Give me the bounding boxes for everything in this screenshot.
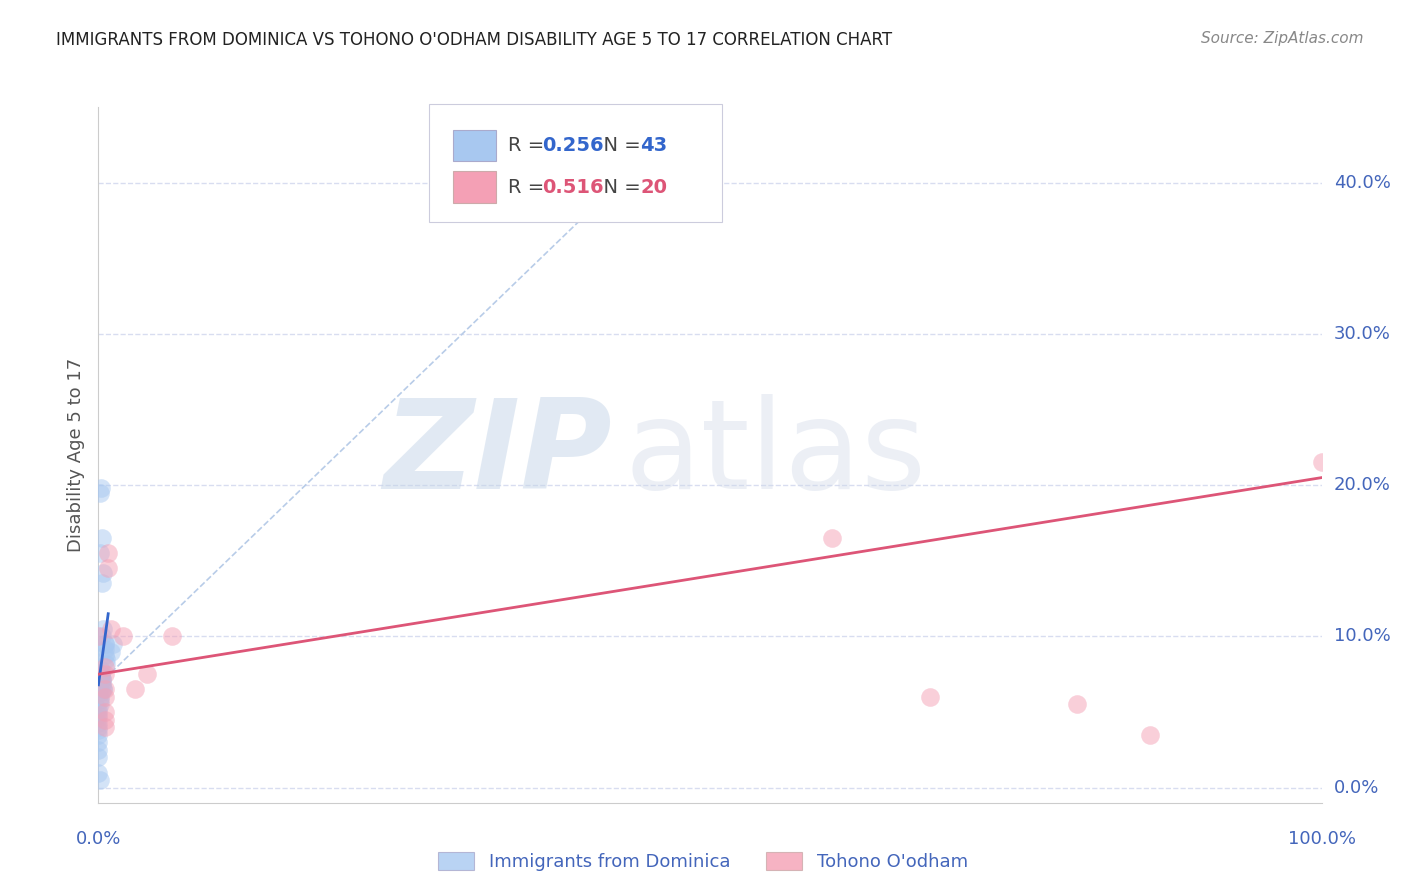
Legend: Immigrants from Dominica, Tohono O'odham: Immigrants from Dominica, Tohono O'odham <box>430 845 976 879</box>
Point <box>87 750 110 764</box>
Point <box>93 637 115 651</box>
Point <box>91 622 114 636</box>
Text: atlas: atlas <box>624 394 927 516</box>
Point <box>100 644 122 658</box>
Point <box>91 629 114 643</box>
Point <box>89 690 111 704</box>
Text: R =: R = <box>508 178 551 196</box>
Point <box>87 765 110 780</box>
Text: 43: 43 <box>640 136 668 155</box>
Text: 20: 20 <box>640 178 668 196</box>
Point <box>87 735 110 749</box>
Point <box>94 652 117 666</box>
Text: ZIP: ZIP <box>384 394 612 516</box>
Point <box>90 663 112 677</box>
Point <box>87 711 110 725</box>
Point <box>93 713 115 727</box>
Text: 0.0%: 0.0% <box>1334 779 1379 797</box>
Point <box>89 698 111 712</box>
Text: N =: N = <box>592 178 647 196</box>
Point <box>91 674 114 689</box>
Point <box>160 629 183 643</box>
Point <box>87 629 110 643</box>
Point <box>1066 698 1088 712</box>
Point <box>91 672 114 686</box>
Text: 30.0%: 30.0% <box>1334 325 1391 343</box>
Text: 40.0%: 40.0% <box>1334 174 1391 192</box>
Point <box>94 657 117 671</box>
Point <box>87 728 110 742</box>
Text: 0.256: 0.256 <box>543 136 605 155</box>
Point <box>90 670 112 684</box>
Point <box>93 641 115 656</box>
Text: Source: ZipAtlas.com: Source: ZipAtlas.com <box>1201 31 1364 46</box>
Point <box>1139 728 1161 742</box>
Point <box>89 485 111 500</box>
Point <box>93 682 115 697</box>
Point <box>93 705 115 719</box>
Point <box>87 720 110 734</box>
Point <box>90 667 112 681</box>
Point <box>124 682 146 697</box>
Point <box>93 667 115 681</box>
Point <box>97 561 120 575</box>
Point <box>91 531 114 545</box>
Text: 100.0%: 100.0% <box>1288 830 1355 848</box>
Point <box>97 546 120 560</box>
Point <box>1310 455 1333 469</box>
Point <box>87 708 110 723</box>
Point <box>920 690 942 704</box>
Point <box>91 576 114 591</box>
Point <box>93 659 115 673</box>
Text: 0.0%: 0.0% <box>76 830 121 848</box>
Point <box>87 743 110 757</box>
Point <box>100 622 122 636</box>
Point <box>136 667 159 681</box>
Point <box>93 690 115 704</box>
Text: R =: R = <box>508 136 551 155</box>
Text: 20.0%: 20.0% <box>1334 476 1391 494</box>
Point <box>87 702 110 716</box>
Point <box>93 637 115 651</box>
Point <box>93 648 115 662</box>
FancyBboxPatch shape <box>453 129 496 161</box>
Point <box>89 773 111 788</box>
Point <box>89 546 111 560</box>
FancyBboxPatch shape <box>429 103 723 222</box>
Point <box>87 705 110 719</box>
Point <box>821 531 844 545</box>
Point <box>93 720 115 734</box>
Point <box>91 672 114 686</box>
Text: 10.0%: 10.0% <box>1334 627 1391 646</box>
FancyBboxPatch shape <box>453 171 496 202</box>
Point <box>91 678 114 692</box>
Point <box>89 693 111 707</box>
Point <box>91 682 114 697</box>
Text: IMMIGRANTS FROM DOMINICA VS TOHONO O'ODHAM DISABILITY AGE 5 TO 17 CORRELATION CH: IMMIGRANTS FROM DOMINICA VS TOHONO O'ODH… <box>56 31 893 49</box>
Point <box>91 566 114 580</box>
Point <box>87 723 110 738</box>
Y-axis label: Disability Age 5 to 17: Disability Age 5 to 17 <box>66 358 84 552</box>
Point <box>111 629 134 643</box>
Text: 0.516: 0.516 <box>543 178 605 196</box>
Text: N =: N = <box>592 136 647 155</box>
Point <box>87 715 110 730</box>
Point <box>90 667 112 681</box>
Point <box>101 637 124 651</box>
Point <box>90 685 112 699</box>
Point <box>91 682 114 697</box>
Point <box>90 481 112 495</box>
